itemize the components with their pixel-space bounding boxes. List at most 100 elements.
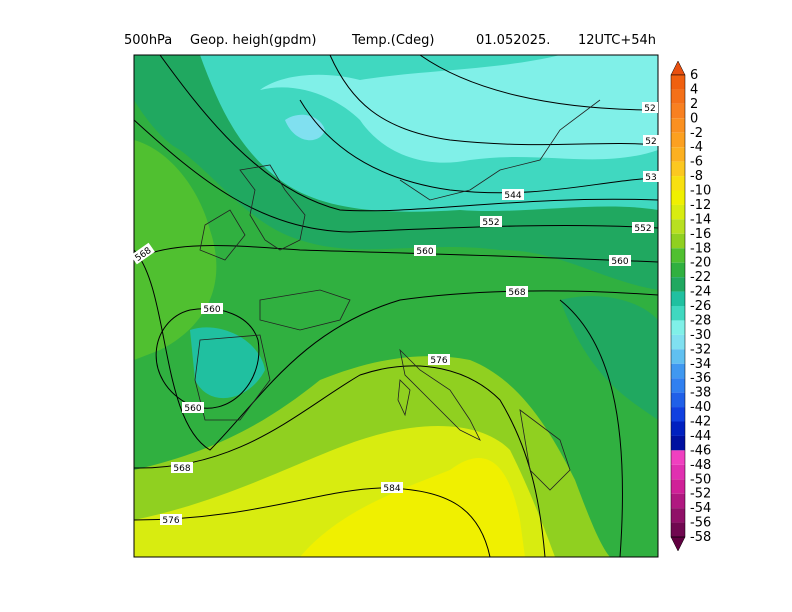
colorbar-label: -10	[690, 184, 711, 199]
coastline	[239, 164, 306, 251]
contour-label-box	[381, 482, 403, 493]
colorbar-label: 2	[690, 97, 698, 112]
contour-label-text: 53	[645, 173, 656, 183]
colorbar-frame	[670, 74, 686, 538]
colorbar-segment	[671, 464, 685, 480]
colorbar-segment	[671, 421, 685, 436]
contour-label-box	[182, 402, 204, 413]
header-item: 12UTC+54h	[578, 33, 656, 48]
contour-label: 576	[160, 514, 182, 526]
colorbar-segment	[671, 392, 685, 408]
colorbar-segment	[671, 450, 685, 465]
colorbar-arrow	[670, 60, 686, 76]
colorbar-segment	[671, 306, 685, 321]
contour-label-box	[502, 189, 524, 200]
contour-label-box	[643, 135, 659, 146]
colorbar-label: -30	[690, 328, 711, 343]
coastline	[399, 99, 601, 201]
colorbar-label: -6	[690, 155, 703, 170]
colorbar-label: -16	[690, 227, 711, 242]
colorbar-label: 6	[690, 68, 698, 83]
contour-label-text: 544	[504, 191, 521, 201]
colorbar-segment	[671, 75, 685, 90]
colorbar-segment	[671, 248, 685, 263]
colorbar-label: -14	[690, 212, 711, 227]
colorbar-label: -4	[690, 140, 703, 155]
contour-label: 560	[609, 255, 631, 267]
contour-label-box	[414, 245, 436, 256]
colorbar-segment	[671, 176, 685, 191]
contour-line	[329, 55, 658, 146]
contour-line	[134, 487, 491, 557]
coastline	[397, 379, 411, 417]
contour-label-box	[632, 222, 654, 233]
coastline	[259, 289, 351, 331]
contour-label-text: 560	[184, 404, 201, 414]
contour-labels: 5252535445525525605605685685605605765685…	[130, 102, 659, 526]
contour-line	[134, 119, 658, 233]
contour-line	[419, 55, 658, 111]
colorbar-label: 4	[690, 82, 698, 97]
contour-label-box	[160, 514, 182, 525]
header-item: 01.052025.	[476, 33, 550, 48]
colorbar-label: -36	[690, 371, 711, 386]
colorbar-segment	[671, 479, 685, 494]
contour-label-text: 552	[634, 224, 651, 234]
contour-label: 560	[201, 303, 223, 315]
contour-line	[159, 55, 658, 212]
coastlines	[194, 99, 601, 491]
contour-label: 584	[381, 482, 403, 494]
contour-label-box	[642, 102, 658, 113]
colorbar-segment	[671, 147, 685, 162]
contour-label-box	[201, 303, 223, 314]
contour-label: 53	[643, 171, 659, 183]
colorbar-label: -46	[690, 443, 711, 458]
colorbar-segment	[671, 118, 685, 133]
colorbar-segment	[671, 233, 685, 249]
colorbar-label: -18	[690, 241, 711, 256]
colorbar-segment	[671, 291, 685, 306]
colorbar-label: -50	[690, 472, 711, 487]
contour-label-text: 52	[644, 104, 655, 114]
contour-label-text: 584	[383, 484, 400, 494]
colorbar-segment	[671, 161, 685, 177]
header-item: Geop. heigh(gpdm)	[190, 33, 316, 48]
colorbar-segment	[671, 349, 685, 364]
colorbar-segment	[671, 204, 685, 220]
contour-label-text: 568	[508, 288, 525, 298]
contour-label: 560	[182, 402, 204, 414]
contour-label-text: 560	[203, 305, 220, 315]
colorbar-segment	[671, 435, 685, 451]
contour-label-text: 560	[416, 247, 433, 257]
colorbar-segment	[671, 334, 685, 350]
contour-label-box	[609, 255, 631, 266]
contour-label: 52	[643, 135, 659, 147]
contour-label: 568	[171, 462, 193, 474]
colorbar-segment	[671, 219, 685, 234]
colorbar-label: -42	[690, 415, 711, 430]
colorbar-label: -24	[690, 285, 711, 300]
colorbar-label: -54	[690, 501, 711, 516]
colorbar-label: -12	[690, 198, 711, 213]
contour-label-box	[643, 171, 659, 182]
colorbar-label: -38	[690, 386, 711, 401]
colorbar-label: -58	[690, 530, 711, 545]
colorbar-segment	[671, 262, 685, 278]
coastline	[519, 409, 571, 491]
colorbar-label: -20	[690, 256, 711, 271]
header-item: 500hPa	[124, 33, 172, 48]
coastline	[399, 348, 481, 441]
contour-label-text: 560	[611, 257, 628, 267]
contour-label-box	[480, 216, 502, 227]
colorbar-segment	[671, 190, 685, 205]
colorbar-label: -8	[690, 169, 703, 184]
colorbar-label: -22	[690, 270, 711, 285]
contour-line	[155, 308, 260, 409]
contours	[134, 55, 658, 557]
contour-label-box	[130, 242, 155, 265]
colorbar-label: -34	[690, 357, 711, 372]
contour-label: 552	[632, 222, 654, 234]
colorbar-label: -48	[690, 458, 711, 473]
